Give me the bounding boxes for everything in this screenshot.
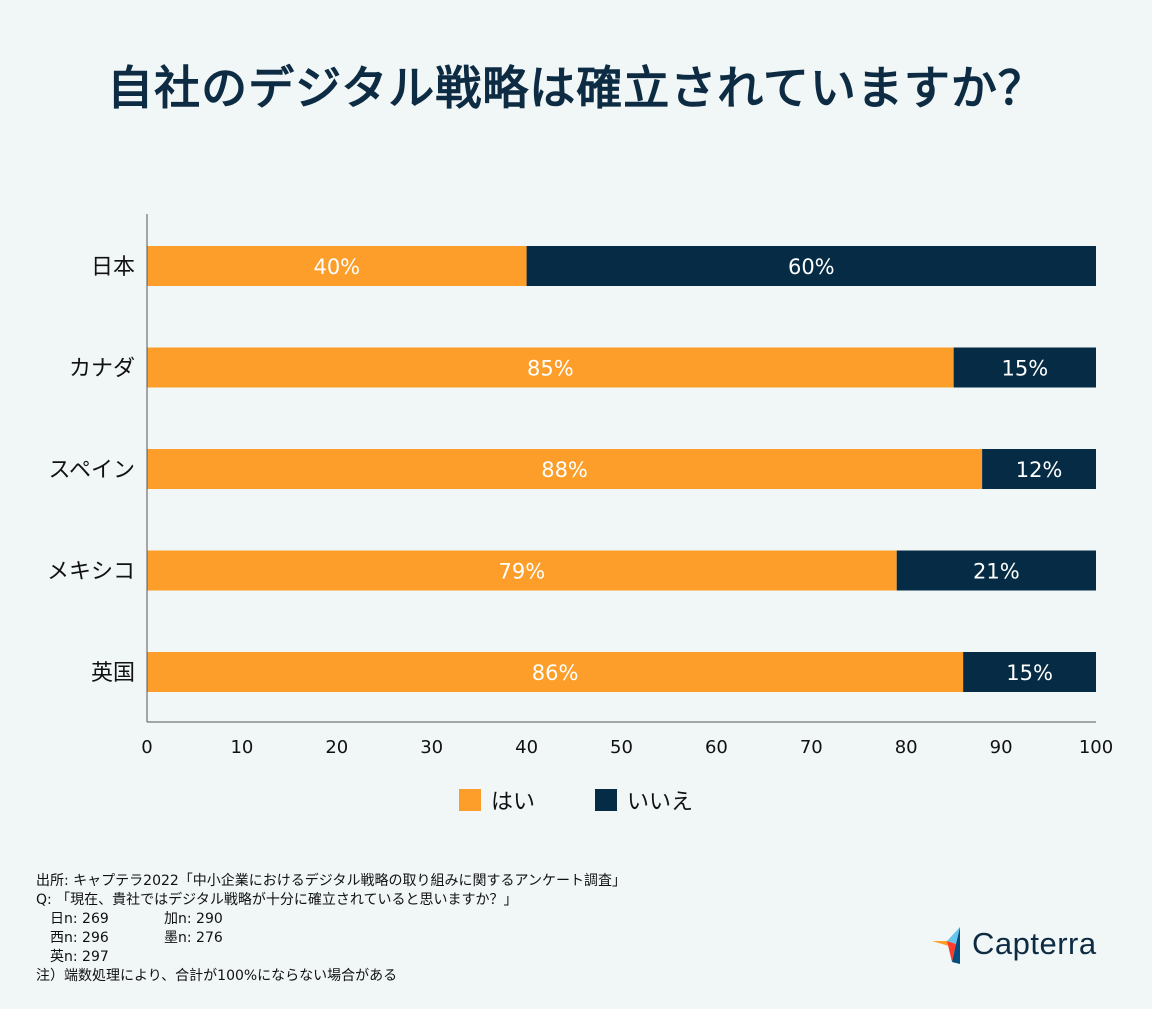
- category-label: メキシコ: [47, 560, 135, 585]
- bars-group: 40% 60% 85% 15% 88% 12% 79% 21% 86% 15%: [147, 246, 1096, 692]
- bar-no: [963, 652, 1096, 692]
- capterra-logo: Capterra: [930, 924, 1097, 964]
- legend-swatch-no: [595, 789, 617, 811]
- sample-row-1: 日n: 269 加n: 290: [36, 910, 626, 929]
- data-label-yes: 79%: [499, 560, 546, 584]
- x-tick-label: 0: [141, 737, 152, 758]
- data-label-no: 60%: [788, 255, 835, 279]
- x-tick-label: 80: [895, 737, 918, 758]
- capterra-logo-icon: [932, 927, 960, 964]
- legend-label-no: いいえ: [627, 790, 694, 815]
- sample-size-jp: 日n: 269: [50, 911, 109, 927]
- sample-row-3: 英n: 297: [36, 948, 626, 967]
- legend: はい いいえ: [0, 784, 1152, 816]
- x-tick-label: 70: [800, 737, 823, 758]
- category-label: 日本: [91, 255, 135, 280]
- data-label-no: 15%: [1006, 661, 1053, 685]
- sample-row-2: 西n: 296 墨n: 276: [36, 929, 626, 948]
- data-label-no: 21%: [973, 560, 1020, 584]
- data-label-yes: 40%: [313, 255, 360, 279]
- x-tick-label: 10: [230, 737, 253, 758]
- legend-item-yes: はい: [458, 784, 535, 816]
- bar-yes: [147, 347, 954, 388]
- legend-item-no: いいえ: [595, 784, 693, 816]
- sample-size-ca: 加n: 290: [164, 911, 223, 927]
- page-title: 自社のデジタル戦略は確立されていますか？: [107, 61, 1045, 115]
- category-label: スペイン: [49, 458, 135, 483]
- capterra-logo-text: Capterra: [972, 926, 1097, 961]
- x-tick-label: 50: [610, 737, 633, 758]
- data-label-yes: 86%: [532, 661, 579, 685]
- bar-yes: [147, 652, 964, 692]
- data-label-yes: 88%: [541, 458, 588, 482]
- footer-notes: 出所: キャプテラ2022「中小企業におけるデジタル戦略の取り組みに関するアンケ…: [36, 872, 626, 986]
- bar-no: [953, 347, 1096, 388]
- bar-yes: [147, 449, 983, 489]
- legend-swatch-yes: [458, 789, 481, 811]
- data-label-yes: 85%: [527, 357, 574, 381]
- data-label-no: 12%: [1016, 458, 1063, 482]
- sample-size-es: 西n: 296: [50, 930, 109, 946]
- x-tick-label: 60: [705, 737, 728, 758]
- question-note: Q: 「現在、貴社ではデジタル戦略が十分に確立されていると思いますか？」: [36, 892, 518, 908]
- x-tick-label: 90: [990, 737, 1013, 758]
- bar-no: [982, 449, 1096, 489]
- category-label: 英国: [91, 661, 135, 686]
- sample-size-uk: 英n: 297: [50, 949, 109, 965]
- bar-no: [896, 550, 1096, 591]
- x-tick-label: 20: [325, 737, 348, 758]
- x-tick-label: 40: [515, 737, 538, 758]
- source-note: 出所: キャプテラ2022「中小企業におけるデジタル戦略の取り組みに関するアンケ…: [36, 873, 626, 889]
- category-label: カナダ: [69, 357, 135, 382]
- data-label-no: 15%: [1001, 357, 1048, 381]
- sample-size-mx: 墨n: 276: [164, 930, 223, 946]
- x-tick-label: 100: [1079, 737, 1113, 758]
- bar-yes: [147, 550, 897, 591]
- bar-yes: [147, 246, 527, 286]
- bar-no: [526, 246, 1096, 286]
- x-tick-label: 30: [420, 737, 443, 758]
- rounding-note: 注）端数処理により、合計が100%にならない場合がある: [36, 968, 398, 984]
- bar-chart: 40% 60% 85% 15% 88% 12% 79% 21% 86% 15% 日本カナダスペイン…: [47, 214, 1113, 758]
- legend-label-yes: はい: [490, 790, 535, 815]
